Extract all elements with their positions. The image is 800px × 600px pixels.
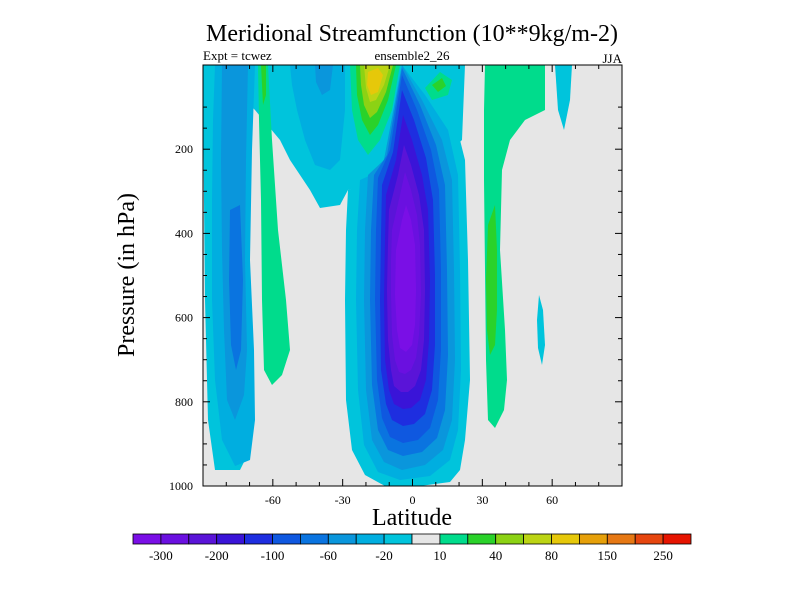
- colorbar-swatch: [579, 533, 608, 545]
- contour-neg-40-upper: [315, 65, 333, 95]
- colorbar-swatch: [216, 533, 245, 545]
- colorbar-label: -100: [261, 548, 285, 563]
- colorbar-swatch: [439, 533, 469, 545]
- colorbar-label: 150: [598, 548, 618, 563]
- colorbar-swatch: [355, 533, 385, 545]
- colorbar-label: 10: [433, 548, 446, 563]
- contour-field: [203, 65, 622, 486]
- colorbar-label: -60: [320, 548, 337, 563]
- contour-neg-10-north-mid: [537, 295, 545, 365]
- x-tick-marks: [225, 65, 600, 486]
- colorbar-swatch: [299, 533, 329, 545]
- colorbar-swatch: [160, 533, 190, 545]
- colorbar-swatch: [411, 533, 441, 545]
- colorbar-label: 80: [545, 548, 558, 563]
- x-tick-label: -30: [335, 493, 351, 507]
- colorbar-swatch: [188, 533, 218, 545]
- x-axis-label: Latitude: [372, 505, 452, 531]
- colorbar-label: 250: [653, 548, 673, 563]
- y-tick-label: 600: [175, 311, 193, 325]
- contour-neg-20-upper: [290, 65, 345, 170]
- contour-pos-10-south: [258, 65, 290, 385]
- x-tick-label: 30: [476, 493, 488, 507]
- contour-neg-10-north-upper: [555, 65, 572, 130]
- y-tick-label: 1000: [169, 479, 193, 493]
- colorbar-swatch: [383, 533, 413, 545]
- ensemble-label: ensemble2_26: [374, 48, 450, 63]
- y-tick-label: 200: [175, 142, 193, 156]
- colorbar-label: 40: [489, 548, 502, 563]
- x-tick-labels: -60 -30 0 30 60: [265, 493, 558, 507]
- colorbar-swatch: [467, 533, 497, 545]
- y-tick-marks: [203, 106, 622, 466]
- contour-pos-20-tropic: [432, 78, 446, 92]
- colorbar-label: -300: [149, 548, 173, 563]
- contour-neg-60-south: [229, 205, 243, 370]
- x-tick-label: 0: [410, 493, 416, 507]
- x-tick-label: -60: [265, 493, 281, 507]
- season-label: JJA: [602, 51, 622, 66]
- colorbar-swatch: [634, 533, 664, 545]
- colorbar-swatch: [495, 533, 525, 545]
- colorbar-swatch: [327, 533, 357, 545]
- colorbar-label: -20: [375, 548, 392, 563]
- y-tick-label: 800: [175, 395, 193, 409]
- colorbar-swatch: [272, 533, 301, 545]
- colorbar-swatch: [244, 533, 273, 545]
- x-tick-label: 60: [546, 493, 558, 507]
- colorbar-swatch: [523, 533, 552, 545]
- colorbar-swatch: [662, 533, 692, 545]
- plot-frame: [202, 64, 623, 487]
- colorbar-swatch: [551, 533, 580, 545]
- y-tick-labels: 200 400 600 800 1000: [169, 142, 193, 493]
- colorbar-label: -200: [205, 548, 229, 563]
- contour-pos-80-upper: [367, 68, 383, 95]
- contour-pos-10-north: [484, 65, 545, 428]
- y-axis-label: Pressure (in hPa): [114, 193, 140, 357]
- contour-neg-300-tropic: [395, 205, 416, 352]
- colorbar-swatch: [132, 533, 162, 545]
- contour-pos-20-north: [486, 205, 497, 355]
- y-tick-label: 400: [175, 226, 193, 240]
- colorbar: -300 -200 -100 -60 -20 10 40 80 150 250: [132, 533, 692, 563]
- expt-label: Expt = tcwez: [203, 48, 272, 63]
- chart-title: Meridional Streamfunction (10**9kg/m-2): [206, 21, 618, 47]
- contour-pos-20-south: [261, 65, 266, 105]
- colorbar-swatch: [606, 533, 636, 545]
